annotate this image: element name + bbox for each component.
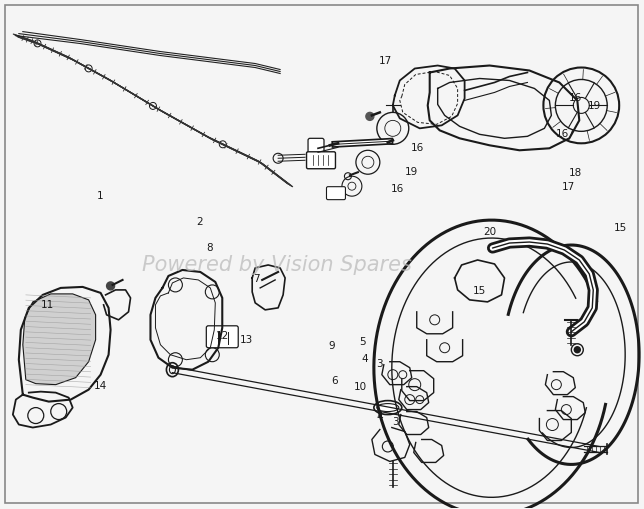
Text: 7: 7 bbox=[253, 274, 260, 284]
Circle shape bbox=[107, 282, 115, 290]
Circle shape bbox=[574, 347, 580, 353]
Text: 19: 19 bbox=[588, 101, 601, 111]
Polygon shape bbox=[23, 294, 95, 385]
Text: 16: 16 bbox=[390, 184, 404, 193]
Text: 12: 12 bbox=[216, 331, 229, 341]
Text: 16: 16 bbox=[569, 93, 582, 103]
Text: 10: 10 bbox=[354, 382, 367, 392]
FancyBboxPatch shape bbox=[308, 138, 324, 158]
FancyBboxPatch shape bbox=[307, 152, 336, 169]
Text: 8: 8 bbox=[206, 243, 213, 253]
Text: 11: 11 bbox=[41, 300, 53, 310]
Text: Powered by Vision Spares: Powered by Vision Spares bbox=[142, 254, 412, 275]
Text: 15: 15 bbox=[473, 286, 486, 296]
Text: 3: 3 bbox=[393, 417, 399, 427]
Text: 17: 17 bbox=[562, 183, 575, 192]
Text: 16: 16 bbox=[556, 129, 569, 138]
Text: 9: 9 bbox=[328, 341, 335, 351]
Text: 6: 6 bbox=[332, 376, 338, 386]
Ellipse shape bbox=[377, 404, 399, 412]
Text: 4: 4 bbox=[377, 412, 383, 422]
Text: 1: 1 bbox=[97, 191, 104, 201]
Text: 13: 13 bbox=[240, 335, 253, 345]
Text: 4: 4 bbox=[362, 354, 368, 363]
Text: 16: 16 bbox=[410, 143, 424, 153]
Text: 17: 17 bbox=[378, 55, 392, 66]
Circle shape bbox=[366, 112, 374, 120]
Text: 19: 19 bbox=[405, 167, 419, 177]
FancyBboxPatch shape bbox=[206, 326, 238, 348]
Text: 20: 20 bbox=[484, 227, 497, 237]
Text: 15: 15 bbox=[613, 223, 627, 233]
Text: 5: 5 bbox=[359, 337, 366, 347]
Text: 3: 3 bbox=[377, 359, 383, 369]
Text: 2: 2 bbox=[196, 216, 204, 227]
Text: 14: 14 bbox=[94, 381, 107, 391]
Text: 18: 18 bbox=[569, 168, 582, 178]
FancyBboxPatch shape bbox=[327, 187, 345, 200]
